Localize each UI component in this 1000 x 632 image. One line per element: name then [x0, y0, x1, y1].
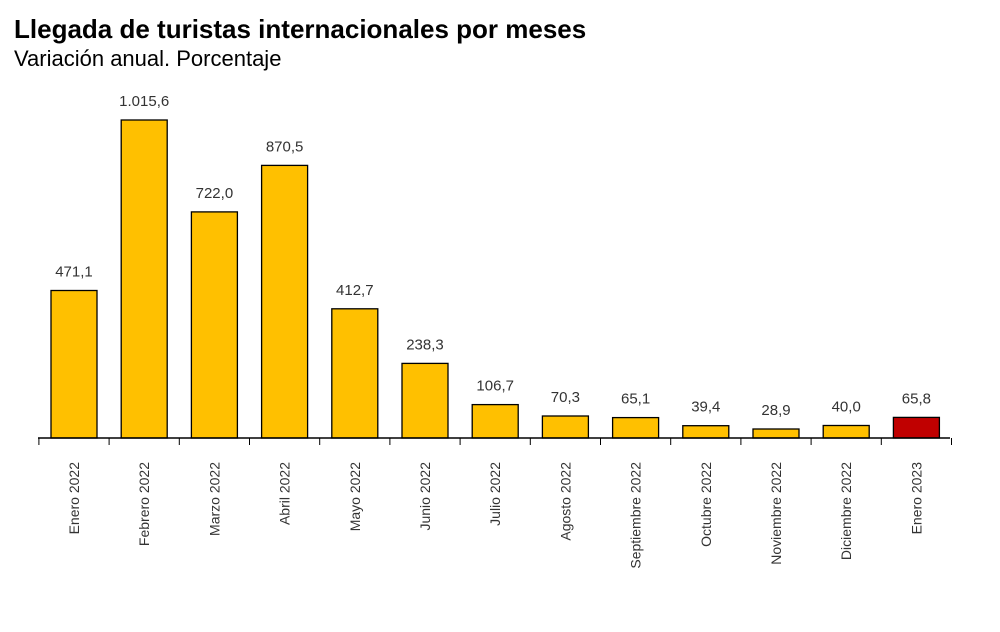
bar-octubre-2022: [682, 425, 730, 439]
x-tick-label: Diciembre 2022: [838, 462, 854, 560]
bar-abril-2022: [260, 164, 309, 439]
x-tick-label: Abril 2022: [277, 462, 293, 525]
bar-julio-2022: [471, 403, 519, 439]
data-label: 39,4: [691, 399, 720, 416]
data-label: 870,5: [266, 138, 304, 155]
data-label: 28,9: [761, 402, 790, 419]
data-label: 40,0: [832, 399, 861, 416]
bar-mayo-2022: [331, 308, 379, 439]
data-label: 70,3: [551, 389, 580, 406]
x-axis: [38, 437, 952, 445]
x-tick-label: Noviembre 2022: [768, 462, 784, 565]
value-labels-group: 471,1 1.015,6 722,0 870,5 412,7 238,3 106,7 70,…: [55, 93, 931, 419]
chart-title: Llegada de turistas internacionales por …: [14, 14, 587, 44]
x-tick-label: Mayo 2022: [347, 462, 363, 531]
data-label: 1.015,6: [119, 93, 169, 110]
data-label: 65,1: [621, 391, 650, 408]
bar-noviembre-2022: [752, 428, 800, 439]
bar-diciembre-2022: [822, 424, 870, 439]
bar-febrero-2022: [120, 119, 168, 439]
x-tick-label: Febrero 2022: [136, 462, 152, 546]
x-tick-label: Agosto 2022: [557, 462, 573, 541]
x-tick-label: Julio 2022: [487, 462, 503, 526]
data-label: 722,0: [196, 185, 234, 202]
x-tick-label: Septiembre 2022: [628, 462, 644, 569]
x-tick-label: Enero 2023: [908, 462, 924, 535]
data-label: 238,3: [406, 336, 444, 353]
bars-group: [50, 119, 941, 439]
bar-enero-2023: [892, 416, 941, 439]
x-tick-label: Octubre 2022: [698, 462, 714, 547]
data-label: 471,1: [55, 264, 93, 281]
chart-subtitle: Variación anual. Porcentaje: [14, 46, 282, 71]
x-tick-label: Enero 2022: [66, 462, 82, 535]
x-tick-label: Junio 2022: [417, 462, 433, 531]
bar-agosto-2022: [541, 415, 590, 439]
bar-enero-2022: [50, 289, 98, 439]
data-label: 106,7: [476, 378, 514, 395]
data-label: 65,8: [902, 390, 931, 407]
data-label: 412,7: [336, 282, 374, 299]
x-tick-label: Marzo 2022: [206, 462, 222, 536]
bar-junio-2022: [401, 362, 449, 439]
bar-septiembre-2022: [611, 416, 660, 439]
bar-marzo-2022: [190, 211, 239, 439]
category-labels-group: Enero 2022 Febrero 2022 Marzo 2022 Abril 20…: [66, 462, 924, 569]
